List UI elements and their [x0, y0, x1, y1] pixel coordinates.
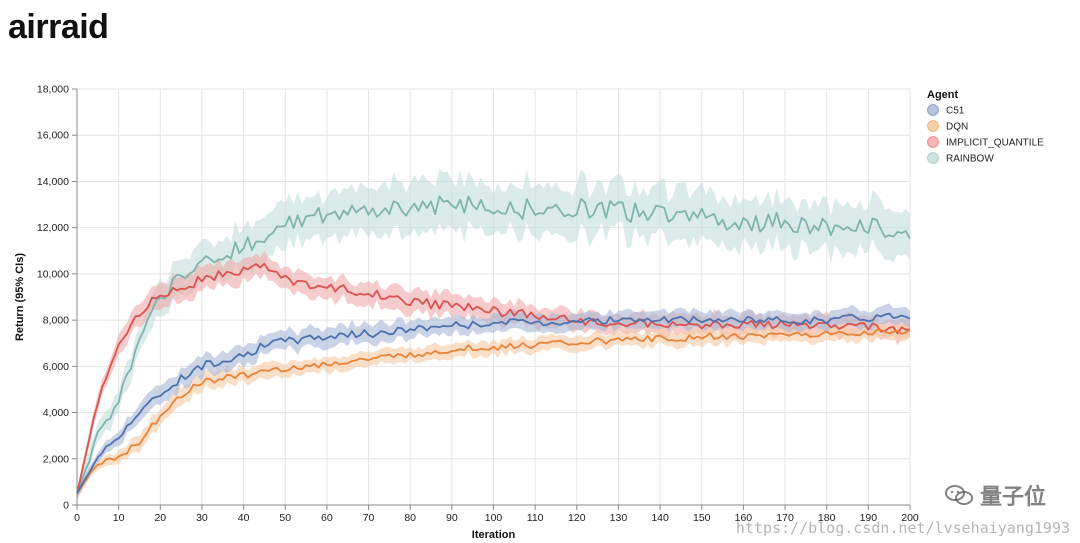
- line-implicit-quantile: [76, 262, 911, 494]
- x-tick-label: 180: [818, 512, 836, 524]
- x-tick-label: 50: [279, 512, 291, 524]
- legend-title: Agent: [927, 89, 959, 101]
- y-tick-label: 6,000: [43, 361, 69, 373]
- x-tick-label: 100: [485, 512, 503, 524]
- y-tick-label: 12,000: [37, 222, 69, 234]
- x-tick-label: 110: [527, 512, 544, 524]
- wechat-icon: [944, 484, 974, 506]
- x-tick-label: 130: [610, 512, 628, 524]
- line-c51: [76, 312, 911, 494]
- x-axis-title: Iteration: [472, 529, 516, 541]
- y-tick-label: 8,000: [43, 315, 69, 327]
- band-dqn: [77, 323, 910, 498]
- axes: 0 10 20 30 40 50 60 70 80 90 100 110 120 130 140 150 160…: [37, 84, 919, 525]
- line-dqn: [76, 328, 911, 494]
- x-tick-label: 200: [901, 512, 919, 524]
- line-rainbow: [76, 195, 911, 494]
- y-tick-label: 2,000: [43, 453, 69, 465]
- x-tick-label: 70: [363, 512, 375, 524]
- x-tick-label: 40: [238, 512, 250, 524]
- x-tick-label: 150: [693, 512, 711, 524]
- y-tick-label: 10,000: [37, 268, 69, 280]
- x-tick-label: 20: [154, 512, 166, 524]
- legend-swatch: [927, 136, 939, 148]
- page-title: airraid: [8, 8, 109, 46]
- legend-label: C51: [946, 106, 965, 117]
- x-tick-label: 190: [860, 512, 878, 524]
- watermark-brand: 量子位: [944, 479, 1046, 511]
- legend-label: DQN: [946, 122, 968, 133]
- y-tick-label: 0: [63, 500, 69, 512]
- x-tick-label: 60: [321, 512, 333, 524]
- watermark-brand-text: 量子位: [979, 485, 1046, 510]
- legend-swatch: [927, 120, 939, 132]
- series-lines: [76, 195, 911, 494]
- x-tick-label: 0: [74, 512, 80, 524]
- legend: Agent C51 DQN IMPLICIT_QUANTILE RAINBOW: [927, 89, 1044, 165]
- legend-swatch: [927, 104, 939, 116]
- y-tick-label: 18,000: [37, 84, 69, 96]
- x-tick-label: 90: [446, 512, 458, 524]
- x-tick-label: 120: [568, 512, 586, 524]
- y-axis-title: Return (95% CIs): [14, 253, 26, 341]
- x-tick-label: 10: [113, 512, 125, 524]
- y-tick-label: 14,000: [37, 176, 69, 188]
- x-tick-label: 160: [735, 512, 753, 524]
- y-tick-label: 4,000: [43, 407, 69, 419]
- x-tick-label: 80: [404, 512, 416, 524]
- legend-swatch: [927, 152, 939, 164]
- x-tick-label: 170: [776, 512, 794, 524]
- x-tick-label: 140: [651, 512, 669, 524]
- band-implicit-quantile: [77, 250, 910, 500]
- legend-label: RAINBOW: [946, 154, 994, 165]
- watermark-url: https://blog.csdn.net/lvsehaiyang1993: [735, 519, 1070, 537]
- x-tick-label: 30: [196, 512, 208, 524]
- legend-label: IMPLICIT_QUANTILE: [946, 138, 1044, 149]
- y-tick-label: 16,000: [37, 130, 69, 142]
- band-rainbow: [77, 169, 910, 500]
